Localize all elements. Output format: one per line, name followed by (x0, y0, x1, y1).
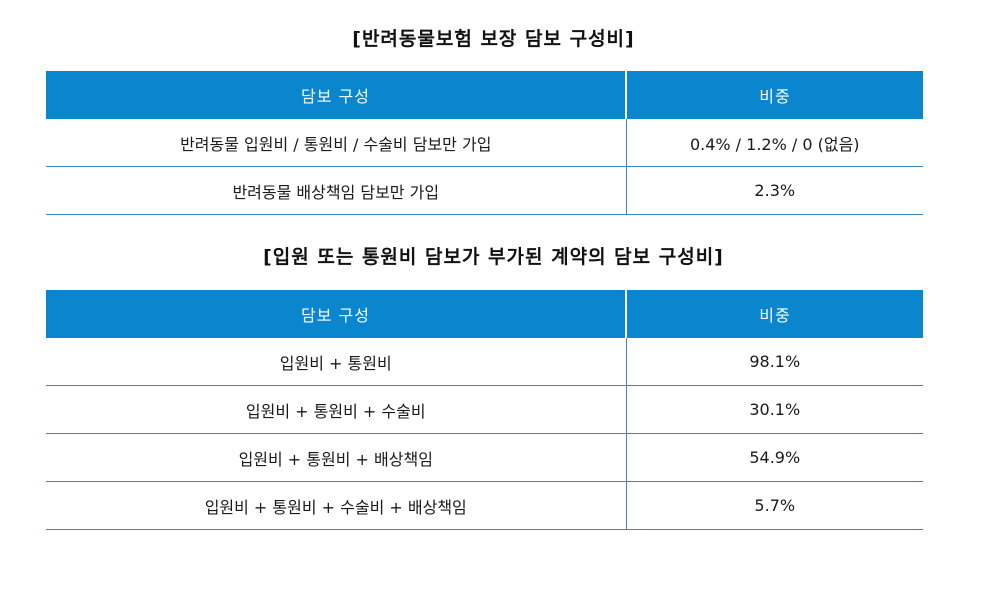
outpatient-coverage-composition-table: 담보 구성 비중 입원비 + 통원비 98.1% 입원비 + 통원비 + 수술비… (46, 290, 923, 530)
coverage-cell: 반려동물 입원비 / 통원비 / 수술비 담보만 가입 (46, 119, 626, 167)
header-share: 비중 (625, 71, 923, 119)
table-header-row: 담보 구성 비중 (46, 71, 923, 119)
share-cell: 5.7% (625, 481, 923, 530)
coverage-composition-table: 담보 구성 비중 반려동물 입원비 / 통원비 / 수술비 담보만 가입 0.4… (46, 71, 923, 215)
header-coverage: 담보 구성 (46, 290, 626, 338)
table-row: 반려동물 배상책임 담보만 가입 2.3% (46, 166, 923, 215)
header-coverage: 담보 구성 (46, 71, 626, 119)
table-row: 반려동물 입원비 / 통원비 / 수술비 담보만 가입 0.4% / 1.2% … (46, 119, 923, 167)
table-row: 입원비 + 통원비 + 배상책임 54.9% (46, 433, 923, 482)
share-cell: 0.4% / 1.2% / 0 (없음) (625, 119, 923, 167)
table-row: 입원비 + 통원비 98.1% (46, 338, 923, 386)
coverage-cell: 입원비 + 통원비 + 배상책임 (46, 433, 626, 482)
share-cell: 54.9% (625, 433, 923, 482)
share-cell: 98.1% (625, 338, 923, 386)
share-cell: 2.3% (625, 166, 923, 215)
coverage-cell: 반려동물 배상책임 담보만 가입 (46, 166, 626, 215)
coverage-cell: 입원비 + 통원비 + 수술비 (46, 385, 626, 434)
table-row: 입원비 + 통원비 + 수술비 + 배상책임 5.7% (46, 481, 923, 530)
share-cell: 30.1% (625, 385, 923, 434)
coverage-cell: 입원비 + 통원비 + 수술비 + 배상책임 (46, 481, 626, 530)
table-header-row: 담보 구성 비중 (46, 290, 923, 338)
header-share: 비중 (625, 290, 923, 338)
table1-title: [반려동물보험 보장 담보 구성비] (352, 28, 635, 50)
table2-title: [입원 또는 통원비 담보가 부가된 계약의 담보 구성비] (263, 246, 724, 268)
table-row: 입원비 + 통원비 + 수술비 30.1% (46, 385, 923, 434)
coverage-cell: 입원비 + 통원비 (46, 338, 626, 386)
